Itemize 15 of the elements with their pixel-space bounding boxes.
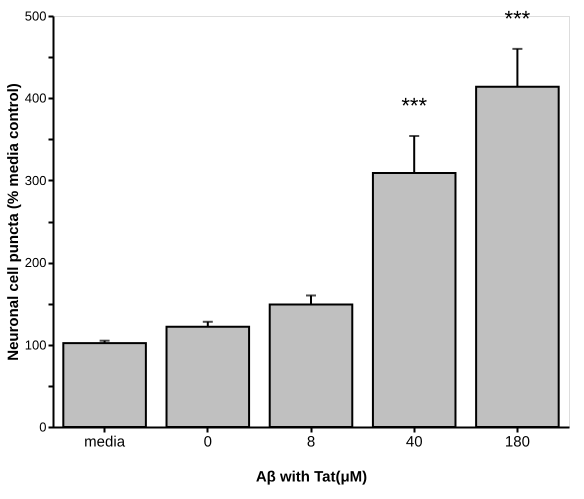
x-tick-label: 180	[504, 434, 530, 450]
annotation: ***	[401, 93, 428, 118]
y-tick-label: 400	[24, 90, 46, 106]
y-tick-label: 500	[24, 8, 46, 24]
x-tick-label: 40	[406, 434, 423, 450]
y-tick-label: 300	[24, 172, 46, 188]
x-axis-title: Aβ with Tat(μM)	[256, 468, 368, 486]
x-tick-label: 8	[306, 434, 316, 450]
y-tick-label: 100	[24, 337, 46, 352]
y-tick-label: 200	[24, 255, 46, 270]
y-tick-label: 0	[39, 420, 46, 434]
x-tick-label: 0	[204, 434, 212, 450]
annotation: ***	[504, 6, 531, 31]
y-axis-title: Neuronal cell puncta (% media control)	[4, 83, 22, 361]
x-tick-label: media	[84, 434, 126, 450]
